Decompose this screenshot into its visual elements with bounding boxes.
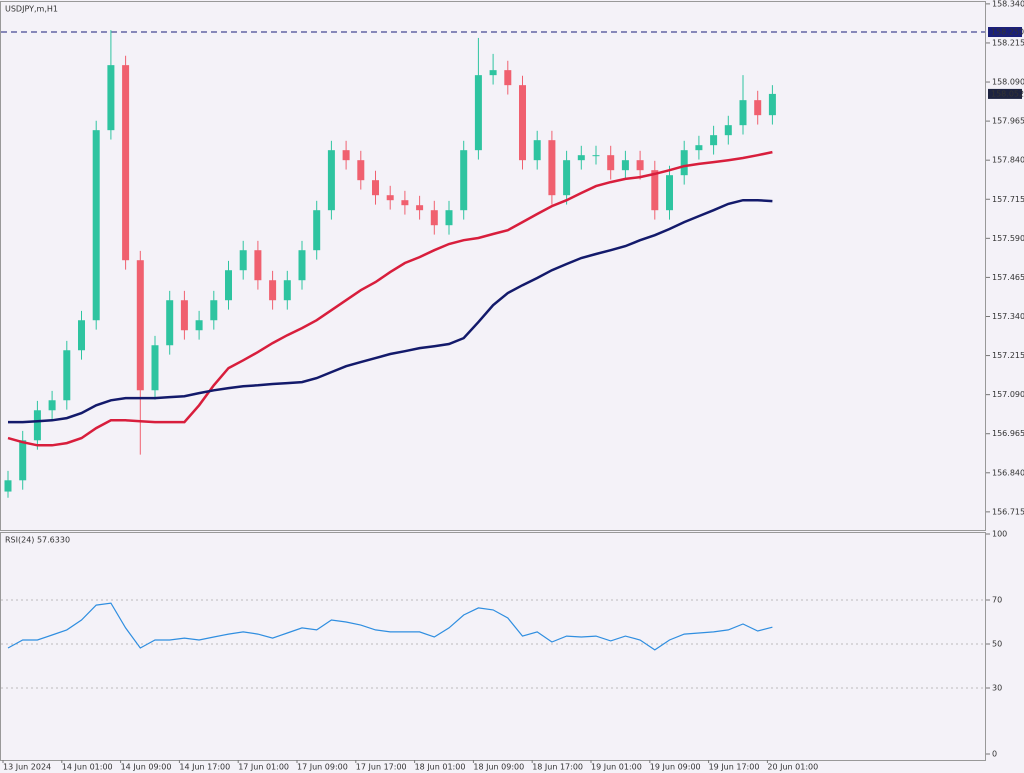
candle-body [710,135,718,146]
candle-body [695,145,703,151]
last-price-box [988,88,1022,99]
x-tick-label: 19 Jun 09:00 [650,763,701,772]
candle-body [724,125,732,136]
candle-body [63,350,71,401]
y-tick-label: 50 [992,640,1002,649]
y-tick-label: 156.965 [992,429,1024,438]
y-tick-label: 158.215 [992,38,1024,47]
y-tick-label: 157.215 [992,351,1024,360]
chart-title: USDJPY,m,H1 [5,5,58,14]
x-tick-label: 20 Jun 01:00 [767,763,818,772]
candle-body [298,250,306,281]
y-tick-label: 156.715 [992,507,1024,516]
y-tick-label: 158.090 [992,78,1024,87]
candle-body [680,150,688,176]
candle-body [92,130,100,321]
candle-body [386,195,394,201]
candle-body [342,150,350,161]
candle-body [401,200,409,206]
candle-body [78,320,85,351]
candle-body [19,440,27,481]
candle-body [533,140,541,161]
x-tick-label: 18 Jun 01:00 [415,763,466,772]
candle-body [136,260,144,391]
candle-body [254,250,262,281]
candle-body [504,70,512,86]
candle-body [768,93,776,116]
x-tick-label: 14 Jun 17:00 [179,763,230,772]
y-tick-label: 157.590 [992,234,1024,243]
candle-body [107,65,115,131]
x-tick-label: 18 Jun 17:00 [532,763,583,772]
y-tick-label: 0 [992,750,997,759]
line [8,198,773,424]
candle-body [489,70,497,76]
candle-body [195,320,203,331]
candle-body [327,150,335,211]
candle-body [636,160,644,171]
candle-body [548,140,556,196]
candle-body [122,65,130,261]
x-tick-label: 17 Jun 01:00 [238,763,289,772]
y-tick-label: 157.090 [992,390,1024,399]
candle-body [592,155,600,157]
rsi-pane [0,532,986,761]
candle-body [357,160,365,181]
candle-body [372,180,379,196]
candle-body [225,270,232,301]
candle-body [445,210,453,226]
y-tick-label: 157.340 [992,312,1024,321]
candle-body [754,100,762,116]
y-tick-label: 158.340 [992,0,1024,8]
y-tick-label: 157.715 [992,195,1024,204]
candle-body [4,480,12,492]
candle-body [519,85,526,161]
x-tick-label: 18 Jun 09:00 [473,763,524,772]
x-tick-label: 17 Jun 09:00 [297,763,348,772]
price-line-label: 158.250 [991,28,1024,37]
line [7,602,773,651]
candle-body [180,300,188,331]
candle-body [460,150,468,211]
x-tick-label: 19 Jun 17:00 [709,763,760,772]
last-price-label: 158.052 [991,89,1024,98]
x-tick-label: 14 Jun 01:00 [62,763,113,772]
y-tick-label: 157.965 [992,117,1024,126]
candle-body [151,345,159,391]
y-tick-label: 70 [992,596,1002,605]
candle-body [269,280,277,301]
main-pane [0,1,986,531]
y-tick-label: 157.840 [992,156,1024,165]
candle-body [739,100,747,126]
x-tick-label: 19 Jun 01:00 [591,763,642,772]
candle-body [474,75,482,151]
x-tick-label: 13 Jun 2024 [3,763,51,772]
candle-body [283,280,291,301]
y-tick-label: 30 [992,684,1002,693]
candle-body [577,155,585,161]
x-tick-label: 14 Jun 09:00 [121,763,172,772]
candle-body [563,160,571,196]
candle-body [313,210,321,251]
y-tick-label: 156.840 [992,468,1024,477]
candle-body [210,300,218,321]
candle-body [666,175,673,211]
y-tick-label: 157.465 [992,273,1024,282]
candle-body [166,300,174,346]
x-tick-label: 17 Jun 17:00 [356,763,407,772]
y-tick-label: 100 [992,530,1007,539]
candle-body [430,210,438,226]
candle-body [607,155,615,171]
candle-body [48,400,56,411]
candle-body [416,205,424,211]
price-line-box [988,27,1022,38]
rsi-title: RSI(24) 57.6330 [5,536,70,545]
candle-body [651,170,659,211]
candle-body [33,410,41,441]
candle-body [621,160,629,171]
candle-body [239,250,247,271]
line [7,150,773,447]
